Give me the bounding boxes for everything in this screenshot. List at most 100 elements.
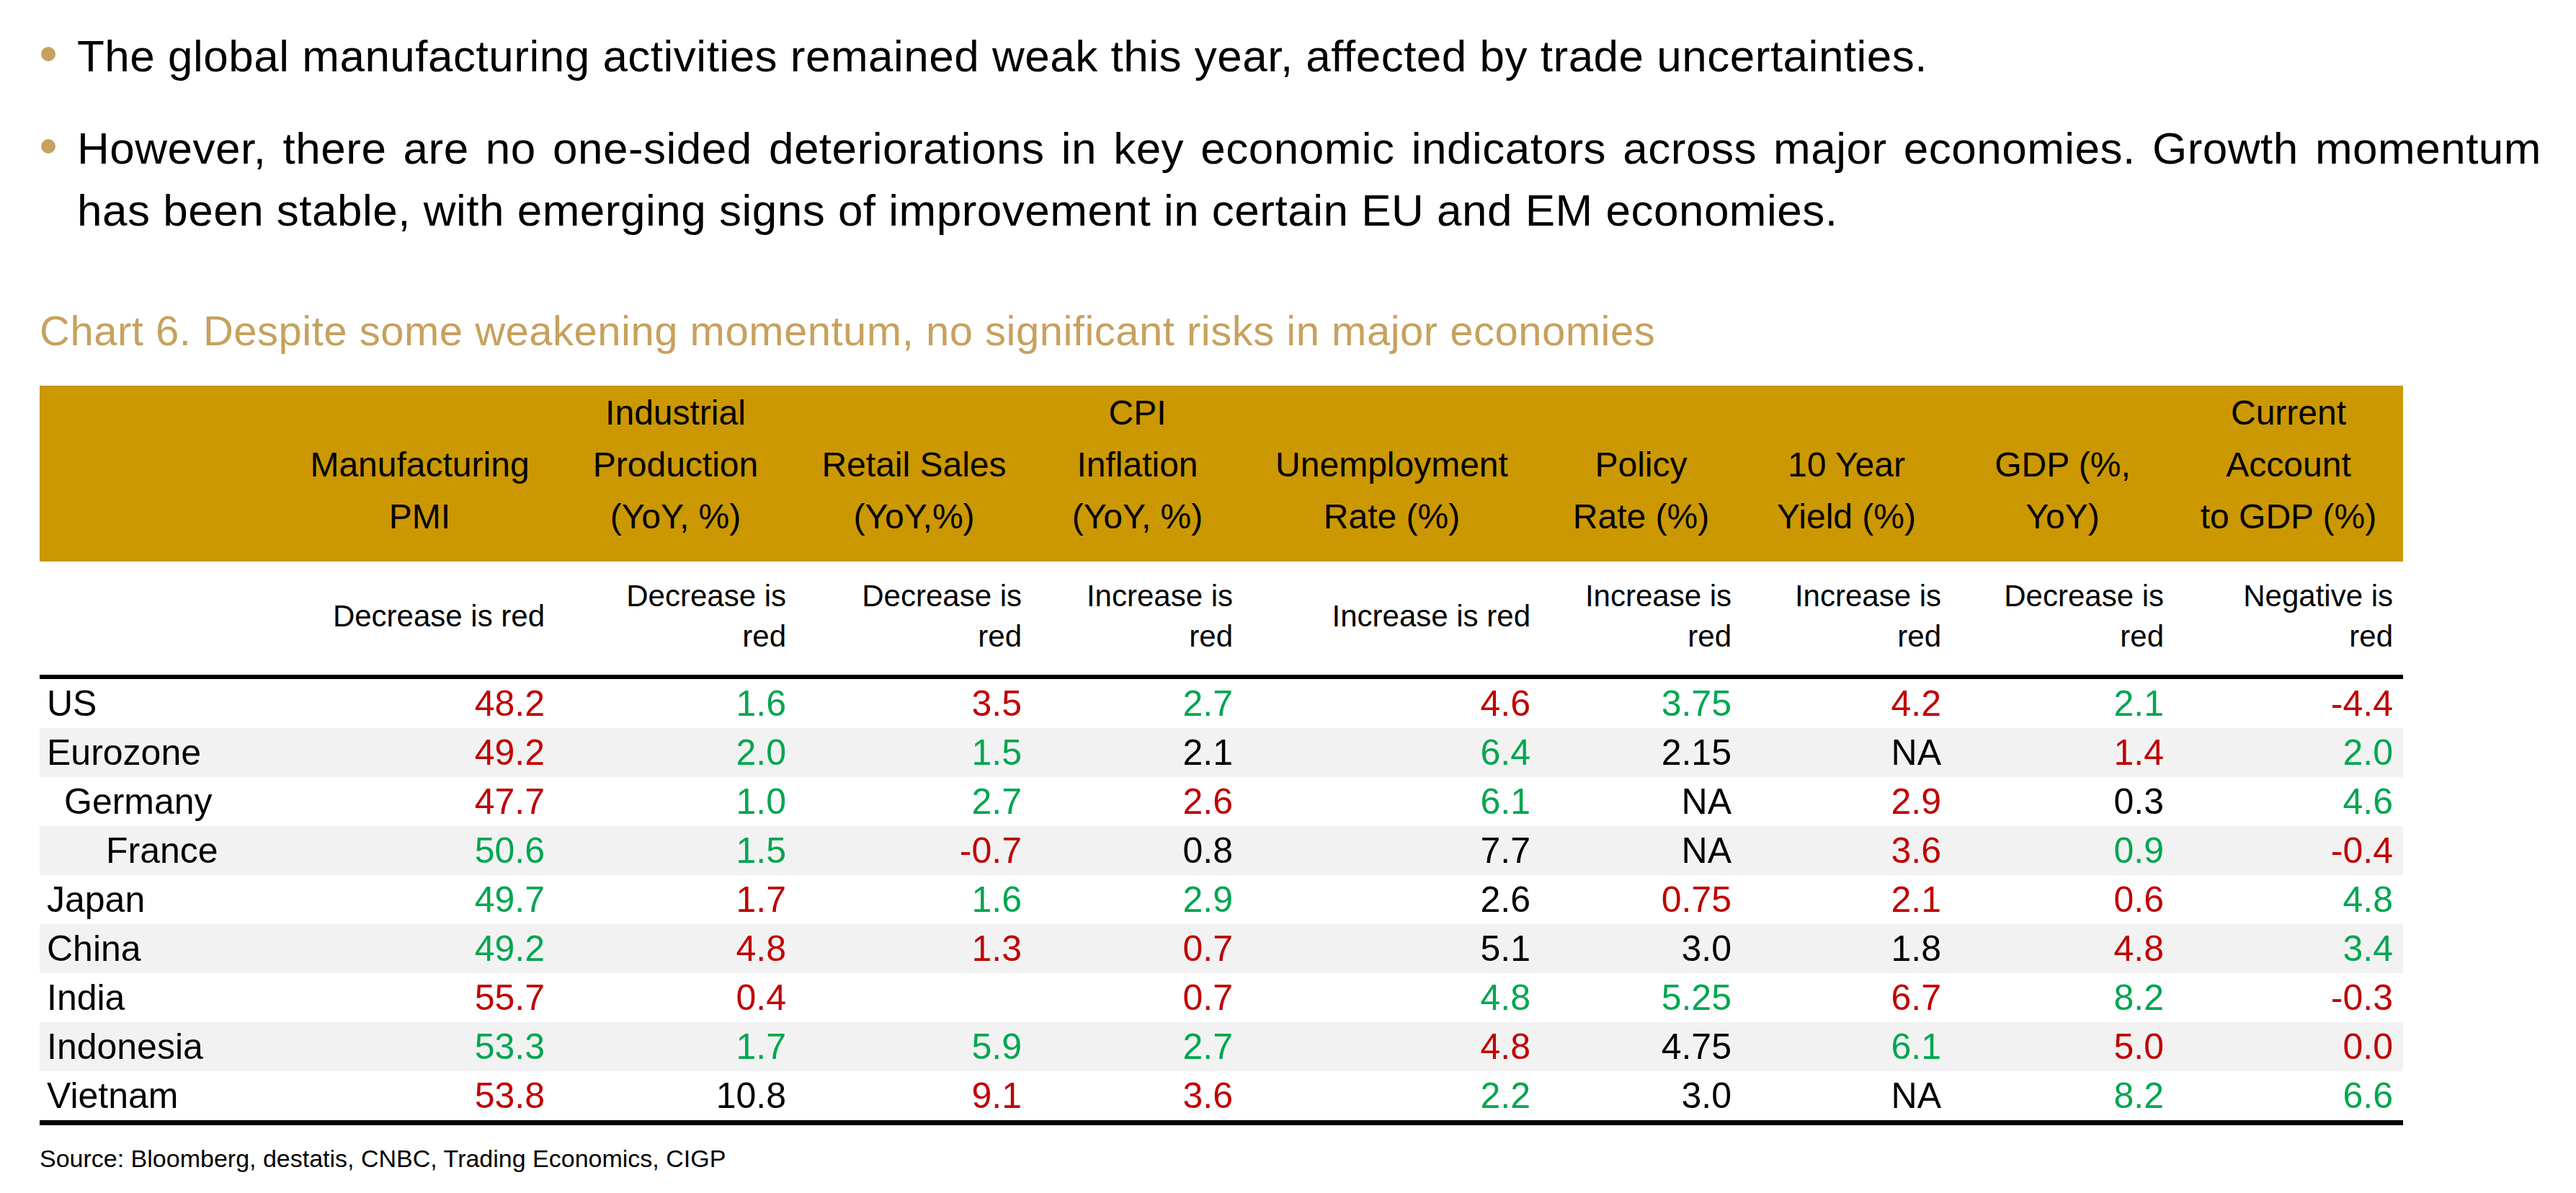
value-cell-unemployment: 7.7 <box>1243 826 1541 875</box>
value-cell-pmi: 47.7 <box>285 777 555 826</box>
value-cell-yield10y: NA <box>1742 1071 1951 1123</box>
value-cell-gdp: 8.2 <box>1951 973 2174 1022</box>
value-cell-retail: 1.5 <box>796 728 1032 777</box>
value-cell-indprod: 1.7 <box>555 1022 796 1071</box>
value-cell-pmi: 53.3 <box>285 1022 555 1071</box>
col-subheader-gdp: Decrease is red <box>1951 562 2174 677</box>
value-cell-policy: NA <box>1541 777 1742 826</box>
value-cell-indprod: 1.0 <box>555 777 796 826</box>
value-cell-currentacct: 0.0 <box>2174 1022 2403 1071</box>
value-cell-policy: NA <box>1541 826 1742 875</box>
value-cell-policy: 3.0 <box>1541 1071 1742 1123</box>
table-row-india: India55.70.40.74.85.256.78.2-0.3 <box>40 973 2403 1022</box>
value-cell-gdp: 0.3 <box>1951 777 2174 826</box>
value-cell-gdp: 1.4 <box>1951 728 2174 777</box>
value-cell-unemployment: 2.2 <box>1243 1071 1541 1123</box>
value-cell-gdp: 4.8 <box>1951 924 2174 973</box>
row-label: US <box>40 677 285 728</box>
col-header-pmi: Manufacturing PMI <box>285 386 555 562</box>
value-cell-currentacct: -0.4 <box>2174 826 2403 875</box>
col-subheader-retail: Decrease is red <box>796 562 1032 677</box>
value-cell-retail: 2.7 <box>796 777 1032 826</box>
value-cell-currentacct: -4.4 <box>2174 677 2403 728</box>
bullet-item: The global manufacturing activities rema… <box>40 25 2554 87</box>
bullet-icon <box>41 139 55 154</box>
value-cell-indprod: 0.4 <box>555 973 796 1022</box>
value-cell-pmi: 48.2 <box>285 677 555 728</box>
value-cell-cpi: 0.7 <box>1032 924 1243 973</box>
value-cell-retail: 1.3 <box>796 924 1032 973</box>
bullet-text: The global manufacturing activities rema… <box>77 25 2541 87</box>
value-cell-yield10y: 6.7 <box>1742 973 1951 1022</box>
col-header-gdp: GDP (%, YoY) <box>1951 386 2174 562</box>
value-cell-retail: 9.1 <box>796 1071 1032 1123</box>
table-row-france: France50.61.5-0.70.87.7NA3.60.9-0.4 <box>40 826 2403 875</box>
row-label: Indonesia <box>40 1022 285 1071</box>
bullet-icon <box>41 47 55 61</box>
row-label: Japan <box>40 875 285 924</box>
col-header-yield10y: 10 Year Yield (%) <box>1742 386 1951 562</box>
value-cell-indprod: 2.0 <box>555 728 796 777</box>
value-cell-cpi: 0.8 <box>1032 826 1243 875</box>
value-cell-unemployment: 6.4 <box>1243 728 1541 777</box>
value-cell-retail: -0.7 <box>796 826 1032 875</box>
value-cell-indprod: 1.7 <box>555 875 796 924</box>
value-cell-yield10y: NA <box>1742 728 1951 777</box>
value-cell-retail <box>796 973 1032 1022</box>
value-cell-unemployment: 5.1 <box>1243 924 1541 973</box>
value-cell-retail: 1.6 <box>796 875 1032 924</box>
col-header-unemployment: Unemployment Rate (%) <box>1243 386 1541 562</box>
table-head: Manufacturing PMIIndustrial Production (… <box>40 386 2403 677</box>
table-body: US48.21.63.52.74.63.754.22.1-4.4Eurozone… <box>40 677 2403 1123</box>
chart-title: Chart 6. Despite some weakening momentum… <box>40 308 2554 354</box>
col-header-country <box>40 386 285 562</box>
value-cell-unemployment: 4.6 <box>1243 677 1541 728</box>
value-cell-indprod: 10.8 <box>555 1071 796 1123</box>
subheader-row: Decrease is red Decrease is red Decrease i… <box>40 562 2403 677</box>
table-row-germany: Germany47.71.02.72.66.1NA2.90.34.6 <box>40 777 2403 826</box>
row-label: India <box>40 973 285 1022</box>
value-cell-gdp: 2.1 <box>1951 677 2174 728</box>
value-cell-indprod: 1.6 <box>555 677 796 728</box>
value-cell-policy: 3.75 <box>1541 677 1742 728</box>
bullet-list: The global manufacturing activities rema… <box>40 25 2554 241</box>
value-cell-policy: 0.75 <box>1541 875 1742 924</box>
value-cell-pmi: 53.8 <box>285 1071 555 1123</box>
value-cell-unemployment: 6.1 <box>1243 777 1541 826</box>
bullet-text: However, there are no one-sided deterior… <box>77 117 2541 241</box>
table-row-us: US48.21.63.52.74.63.754.22.1-4.4 <box>40 677 2403 728</box>
col-subheader-pmi: Decrease is red <box>285 562 555 677</box>
value-cell-yield10y: 2.1 <box>1742 875 1951 924</box>
value-cell-yield10y: 1.8 <box>1742 924 1951 973</box>
value-cell-currentacct: -0.3 <box>2174 973 2403 1022</box>
value-cell-indprod: 1.5 <box>555 826 796 875</box>
table-row-japan: Japan49.71.71.62.92.60.752.10.64.8 <box>40 875 2403 924</box>
value-cell-gdp: 0.6 <box>1951 875 2174 924</box>
header-row: Manufacturing PMIIndustrial Production (… <box>40 386 2403 562</box>
value-cell-currentacct: 3.4 <box>2174 924 2403 973</box>
col-subheader-country <box>40 562 285 677</box>
value-cell-gdp: 0.9 <box>1951 826 2174 875</box>
value-cell-cpi: 3.6 <box>1032 1071 1243 1123</box>
value-cell-policy: 3.0 <box>1541 924 1742 973</box>
value-cell-gdp: 8.2 <box>1951 1071 2174 1123</box>
table-row-china: China49.24.81.30.75.13.01.84.83.4 <box>40 924 2403 973</box>
col-subheader-yield10y: Increase is red <box>1742 562 1951 677</box>
value-cell-currentacct: 2.0 <box>2174 728 2403 777</box>
table-row-vietnam: Vietnam53.810.89.13.62.23.0NA8.26.6 <box>40 1071 2403 1123</box>
value-cell-currentacct: 4.6 <box>2174 777 2403 826</box>
bullet-item: However, there are no one-sided deterior… <box>40 117 2554 241</box>
value-cell-retail: 5.9 <box>796 1022 1032 1071</box>
value-cell-currentacct: 4.8 <box>2174 875 2403 924</box>
value-cell-cpi: 2.1 <box>1032 728 1243 777</box>
row-label: France <box>40 826 285 875</box>
row-label: Vietnam <box>40 1071 285 1123</box>
col-header-currentacct: Current Account to GDP (%) <box>2174 386 2403 562</box>
value-cell-currentacct: 6.6 <box>2174 1071 2403 1123</box>
value-cell-pmi: 55.7 <box>285 973 555 1022</box>
table-row-indonesia: Indonesia53.31.75.92.74.84.756.15.00.0 <box>40 1022 2403 1071</box>
report-page: The global manufacturing activities rema… <box>0 0 2576 1193</box>
indicator-table: Manufacturing PMIIndustrial Production (… <box>40 386 2403 1125</box>
value-cell-cpi: 2.7 <box>1032 1022 1243 1071</box>
value-cell-gdp: 5.0 <box>1951 1022 2174 1071</box>
